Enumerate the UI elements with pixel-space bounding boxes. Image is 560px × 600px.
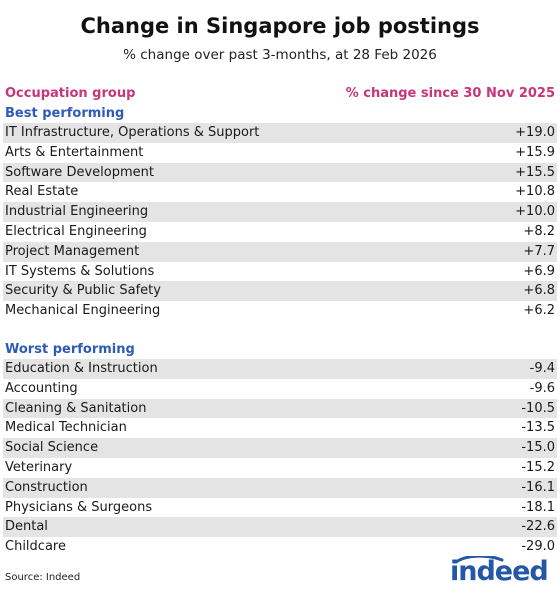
change-value: -13.5 [521,420,555,436]
change-value: +8.2 [523,224,555,239]
change-value: -15.0 [521,440,555,456]
table-row: IT Systems & Solutions +6.9 [3,262,557,282]
section-label-best: Best performing [5,106,125,121]
occupation-name: Real Estate [5,184,79,200]
change-value: -18.1 [521,499,555,515]
change-value: -15.2 [521,460,555,475]
table-row: Veterinary -15.2 [3,458,557,478]
table-row: Real Estate +10.8 [3,182,557,202]
change-value: +15.5 [515,164,555,180]
column-header-occupation: Occupation group [5,86,136,101]
source-note: Source: Indeed [5,572,81,583]
occupation-name: Mechanical Engineering [5,303,161,319]
occupation-name: Project Management [5,243,140,259]
change-value: +7.7 [523,243,555,259]
table-row: Physicians & Surgeons -18.1 [3,498,557,518]
indeed-logo-text: indeed [450,556,549,587]
change-value: -29.0 [521,539,555,555]
chart-subtitle: % change over past 3-months, at 28 Feb 2… [123,47,437,63]
table-row: Cleaning & Sanitation -10.5 [3,398,557,419]
table-row: Education & Instruction -9.4 [3,359,557,379]
table-row: IT Infrastructure, Operations & Support +… [3,123,557,143]
occupation-name: IT Infrastructure, Operations & Support [5,125,260,140]
table-row: Electrical Engineering +8.2 [3,222,557,242]
table-row: Social Science -15.0 [3,438,557,458]
change-value: -9.4 [529,361,555,376]
table-row: Medical Technician -13.5 [3,418,557,438]
occupation-name: Electrical Engineering [5,224,147,239]
table-row: Project Management +7.7 [3,241,557,262]
change-value: +15.9 [515,144,555,160]
change-value: +10.8 [515,184,555,200]
occupation-name: Software Development [5,164,154,180]
chart-title: Change in Singapore job postings [80,14,480,38]
occupation-name: IT Systems & Solutions [5,263,155,279]
table-row: Childcare -29.0 [3,537,557,557]
occupation-name: Construction [5,479,88,495]
occupation-name: Education & Instruction [5,361,158,376]
change-value: +6.2 [523,303,555,319]
occupation-name: Social Science [5,440,99,456]
section-label-worst: Worst performing [5,342,135,357]
table-row: Construction -16.1 [3,477,557,498]
change-value: -22.6 [521,519,555,535]
table-row: Software Development +15.5 [3,162,557,183]
change-value: +10.0 [515,204,555,220]
occupation-name: Childcare [5,539,66,555]
occupation-name: Physicians & Surgeons [5,499,153,515]
change-value: -16.1 [521,479,555,495]
occupation-name: Medical Technician [5,420,127,436]
occupation-name: Cleaning & Sanitation [5,400,147,416]
table-row: Industrial Engineering +10.0 [3,202,557,222]
change-value: +6.9 [523,263,555,279]
occupation-name: Veterinary [5,460,73,475]
table-row: Arts & Entertainment +15.9 [3,143,557,163]
change-value: +19.0 [515,125,555,140]
table-row: Mechanical Engineering +6.2 [3,301,557,321]
occupation-name: Security & Public Safety [5,283,161,299]
table-header: Occupation group % change since 30 Nov 2… [3,86,557,104]
occupation-name: Arts & Entertainment [5,144,144,160]
column-header-change: % change since 30 Nov 2025 [345,86,555,101]
logo-swoosh-icon [454,556,504,564]
occupation-name: Dental [5,519,48,535]
occupation-name: Accounting [5,380,78,396]
occupation-name: Industrial Engineering [5,204,149,220]
change-value: -10.5 [521,400,555,416]
table-row: Security & Public Safety +6.8 [3,281,557,302]
indeed-logo: indeed [450,556,554,590]
table-row: Dental -22.6 [3,517,557,538]
change-value: +6.8 [523,283,555,299]
table-row: Accounting -9.6 [3,379,557,399]
change-value: -9.6 [529,380,555,396]
